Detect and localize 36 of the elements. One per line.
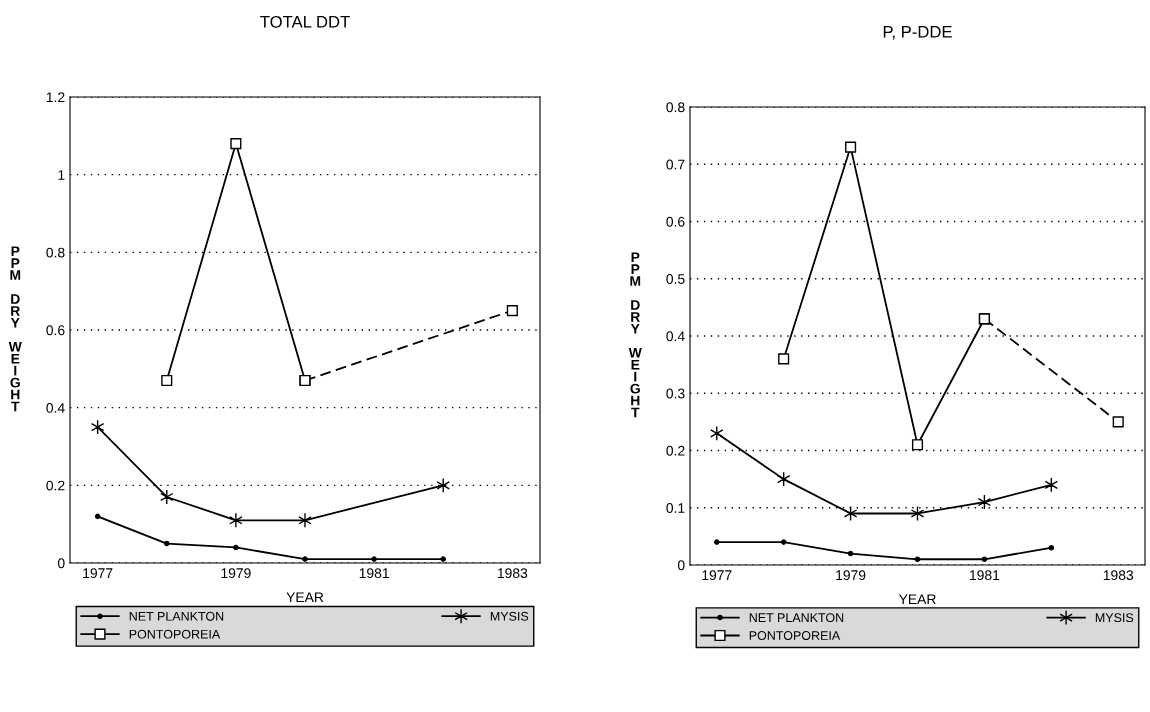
text: PPM DRY WEIGHT [8,246,22,412]
x-tick-label: 1979 [221,568,251,579]
y-tick-label: 0.2 [666,445,685,456]
y-tick-label: 0.4 [666,331,685,342]
y-tick-label: 0.2 [46,480,65,491]
y-tick-label: 0.5 [666,274,685,284]
y-tick-label: 0.3 [666,388,685,399]
y-tick-label: 0.8 [666,102,685,113]
legend-label: NET PLANKTON [749,613,844,623]
y-tick-label: 0.6 [666,216,685,227]
y-tick-label: 0 [57,558,65,569]
x-tick-label: 1981 [359,568,389,579]
chart-title: TOTAL DDT [260,15,350,28]
x-tick-label: 1977 [702,570,732,581]
y-tick-label: 0.6 [46,325,65,336]
y-tick-label: 0.4 [46,403,65,413]
x-tick-label: 1981 [970,570,1000,581]
y-tick-label: 1 [58,170,65,180]
y-tick-label: 1.2 [46,92,65,103]
text: PPM DRY WEIGHT [628,252,642,418]
legend-label: MYSIS [1095,613,1134,623]
y-tick-label: 0.8 [46,247,65,258]
y-tick-label: 0.7 [666,159,685,170]
legend-label: MYSIS [490,611,529,621]
x-tick-label: 1979 [836,570,866,581]
chart-title: P, P-DDE [883,26,952,40]
x-tick-label: 1977 [83,568,113,579]
legend-label: PONTOPOREIA [129,629,221,639]
y-tick-label: 0 [677,560,685,571]
y-tick-label: 0.1 [666,503,685,513]
x-axis-title: YEAR [898,594,936,604]
x-tick-label: 1983 [1103,570,1134,581]
x-tick-label: 1983 [497,568,528,579]
legend-label: PONTOPOREIA [749,631,841,640]
legend-label: NET PLANKTON [129,611,224,621]
x-axis-title: YEAR [286,592,324,602]
